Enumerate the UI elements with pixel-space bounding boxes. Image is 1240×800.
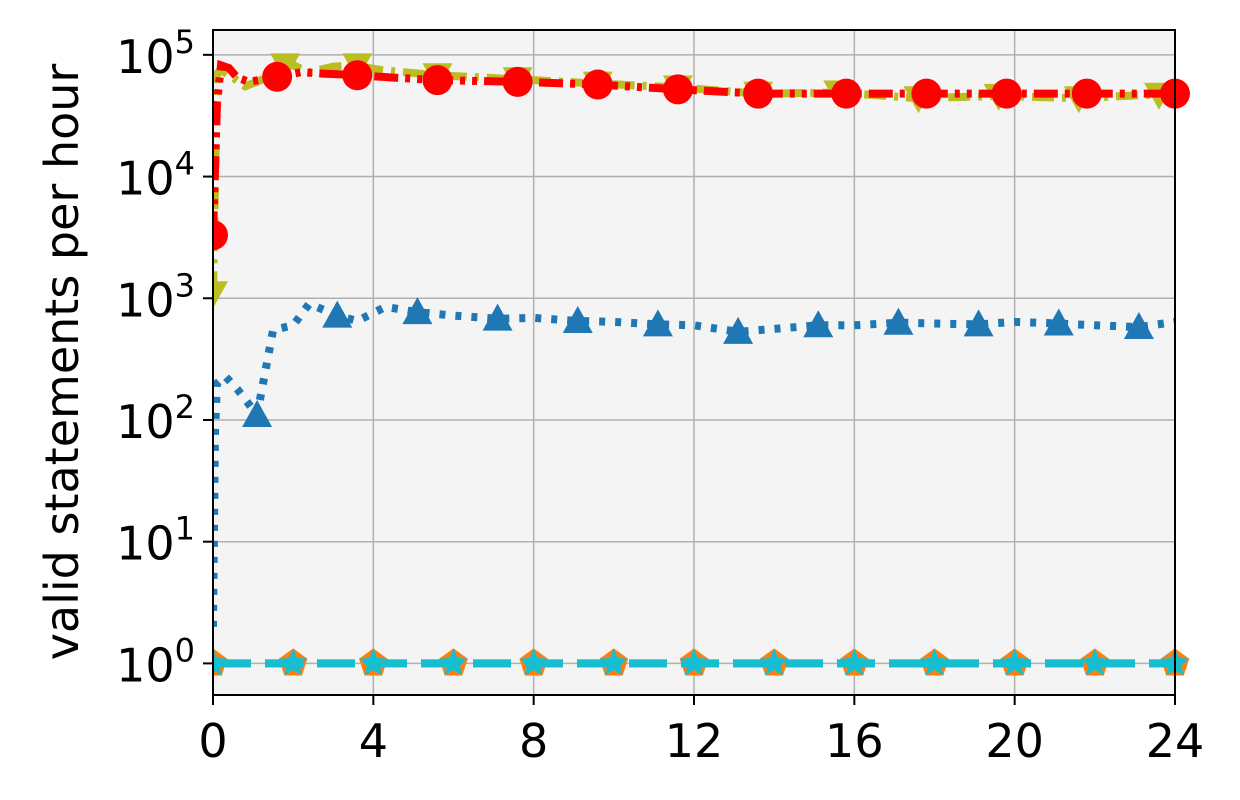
x-tick-label: 8	[519, 714, 548, 768]
series-2	[213, 59, 1190, 251]
marker-circle	[342, 60, 373, 91]
x-tick-label: 24	[1146, 714, 1205, 768]
marker-star	[679, 648, 709, 676]
marker-triangle-up	[1043, 308, 1074, 336]
marker-star	[1080, 648, 1110, 676]
marker-triangle-up	[1123, 312, 1154, 340]
marker-circle	[213, 220, 228, 251]
y-tick-label: 101	[116, 510, 195, 571]
y-tick-label: 105	[116, 23, 195, 84]
series-layer	[213, 53, 1190, 676]
marker-triangle-up	[642, 309, 673, 337]
marker-triangle-up	[322, 300, 353, 328]
marker-star	[213, 648, 228, 676]
x-tick-label: 0	[198, 714, 227, 768]
marker-star	[359, 648, 388, 676]
marker-star	[840, 648, 869, 676]
marker-triangle-up	[723, 316, 754, 344]
marker-triangle-up	[482, 303, 513, 331]
marker-circle	[911, 78, 942, 109]
marker-circle	[262, 61, 293, 92]
marker-triangle-down	[213, 281, 228, 309]
marker-star	[439, 648, 468, 676]
marker-star	[920, 648, 949, 676]
marker-triangle-up	[963, 309, 994, 337]
y-tick-label: 100	[116, 631, 195, 692]
y-tick-label: 104	[116, 145, 195, 206]
x-tick-label: 4	[359, 714, 388, 768]
marker-star	[599, 648, 629, 676]
series-4	[213, 648, 1190, 676]
marker-triangle-up	[242, 399, 273, 427]
marker-star	[1000, 648, 1029, 676]
series-0	[213, 297, 1176, 627]
marker-circle	[991, 78, 1022, 109]
marker-circle	[502, 66, 533, 97]
series-line	[213, 59, 1175, 236]
y-tick-label: 102	[116, 388, 195, 449]
marker-circle	[422, 65, 453, 96]
marker-circle	[831, 78, 862, 109]
marker-triangle-up	[803, 310, 834, 338]
x-tick-label: 20	[985, 714, 1044, 768]
axis-ticks: 0 4 8 12 16 20 24 100 101 102 103 104 105	[116, 23, 1204, 768]
marker-circle	[743, 78, 774, 109]
marker-circle	[662, 74, 693, 105]
marker-star	[278, 648, 308, 676]
marker-triangle-up	[562, 306, 593, 334]
marker-triangle-up	[402, 297, 433, 325]
marker-circle	[582, 69, 613, 100]
y-axis-label: valid statements per hour	[35, 64, 89, 661]
x-tick-label: 16	[825, 714, 884, 768]
marker-triangle-up	[883, 307, 914, 335]
marker-circle	[1071, 78, 1102, 109]
marker-star	[759, 648, 789, 676]
marker-star	[519, 648, 548, 676]
x-tick-label: 12	[665, 714, 724, 768]
y-tick-label: 103	[116, 266, 195, 327]
